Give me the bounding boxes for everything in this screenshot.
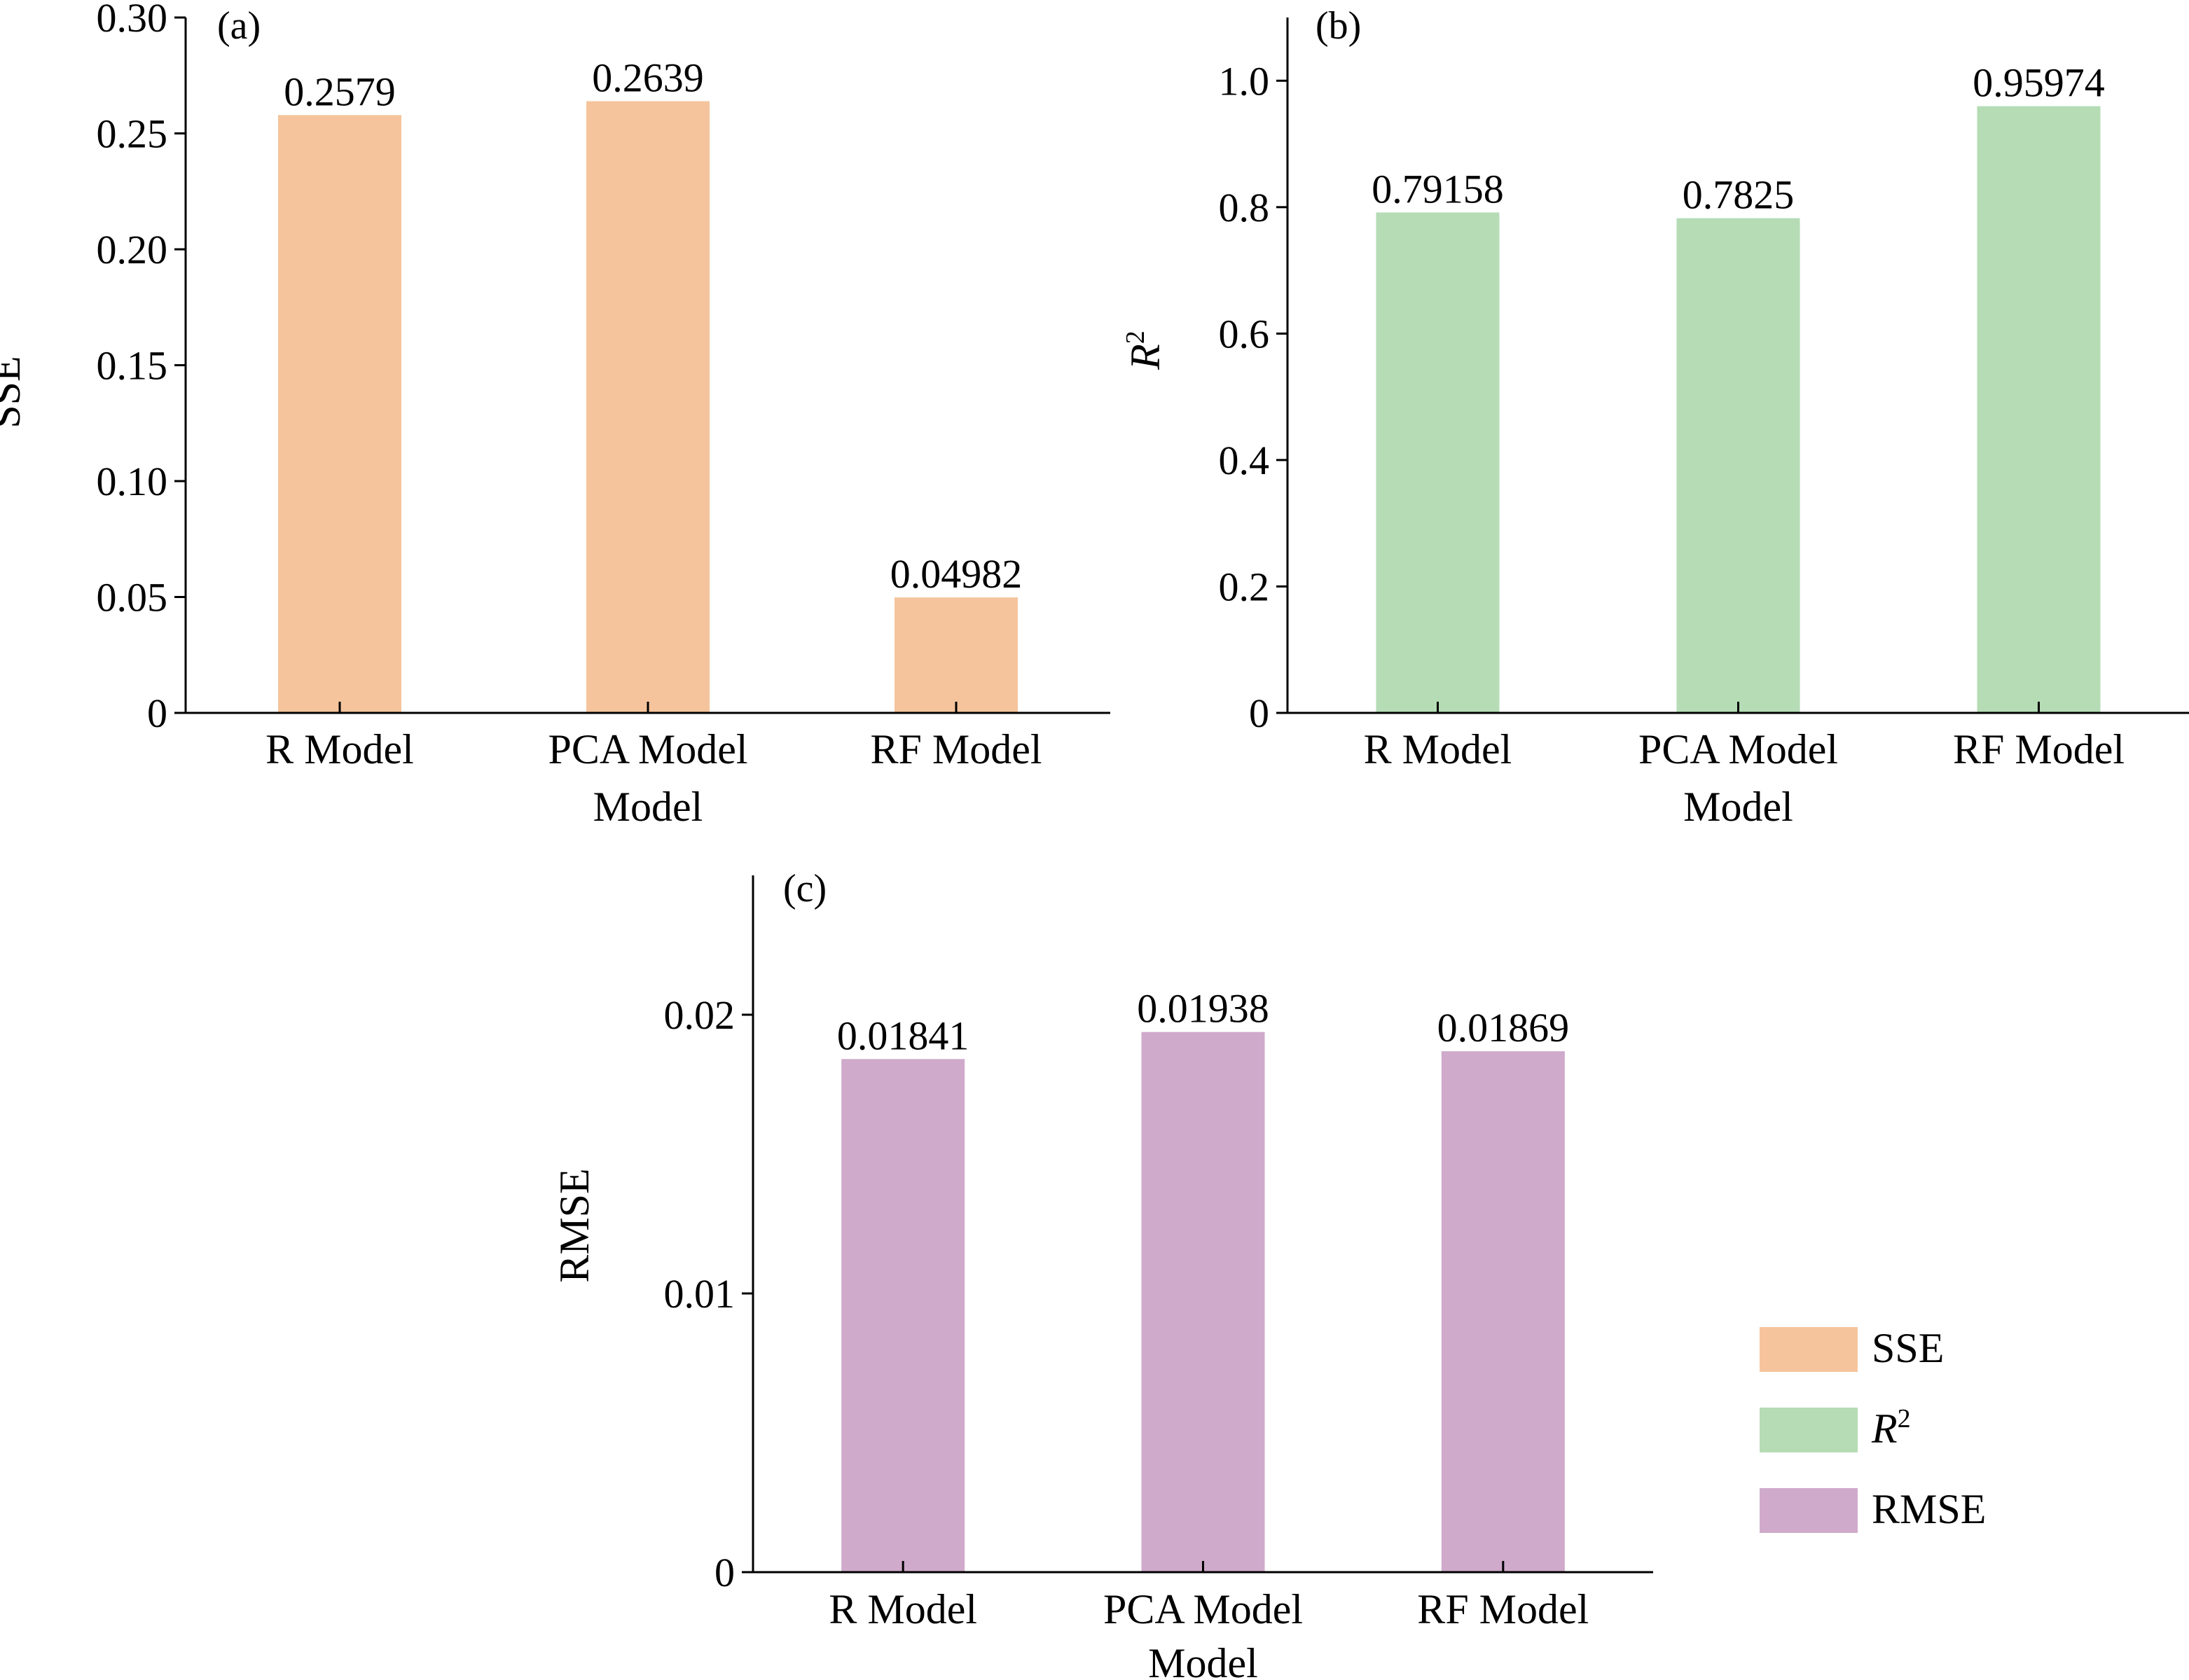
x-tick-label: PCA Model (548, 726, 747, 772)
data-label: 0.79158 (1372, 166, 1504, 211)
data-label: 0.01869 (1437, 1005, 1570, 1050)
y-tick-label: 0.25 (97, 111, 168, 157)
legend-swatch (1760, 1408, 1858, 1452)
data-label: 0.2579 (284, 69, 396, 114)
y-axis-title-sup: 2 (1121, 331, 1150, 344)
data-label: 0.7825 (1683, 172, 1795, 218)
y-axis-title: R2 (1121, 331, 1168, 370)
legend-label-sup: 2 (1898, 1404, 1911, 1433)
y-tick-label: 0 (147, 690, 167, 736)
legend-label: R2 (1871, 1404, 1911, 1452)
y-tick-label: 0.8 (1219, 185, 1270, 230)
bar-rf-model (1441, 1051, 1565, 1572)
y-tick-label: 0 (1249, 690, 1269, 736)
data-label: 0.01938 (1137, 986, 1269, 1032)
bar-r-model (278, 115, 401, 713)
x-tick-label: PCA Model (1638, 726, 1838, 772)
y-tick-label: 0.2 (1219, 564, 1270, 609)
data-label: 0.01841 (837, 1013, 969, 1058)
y-tick-label: 0.30 (97, 0, 168, 41)
panel-tag: (b) (1316, 4, 1361, 48)
x-tick-label: RF Model (1417, 1586, 1589, 1632)
bar-pca-model (586, 101, 710, 714)
y-tick-label: 0.05 (97, 575, 168, 620)
data-label: 0.2639 (592, 55, 704, 100)
panel-tag: (c) (783, 867, 827, 910)
x-tick-label: R Model (829, 1586, 977, 1632)
data-label: 0.95974 (1973, 60, 2105, 106)
legend-swatch (1760, 1327, 1858, 1372)
y-tick-label: 1.0 (1219, 58, 1270, 104)
bar-r-model (841, 1059, 965, 1572)
legend-label: SSE (1872, 1325, 1944, 1371)
panel-b: 0.79158 0.7825 0.95974 0 0.2 0.4 0.6 0.8 1.0 R Mo… (1121, 4, 2189, 830)
x-tick-label: R Model (265, 726, 414, 772)
x-tick-label: RF Model (1953, 726, 2125, 772)
y-tick-label: 0.6 (1219, 311, 1270, 356)
y-tick-label: 0.01 (664, 1271, 736, 1317)
legend-label-main: R (1871, 1405, 1898, 1452)
bar-pca-model (1676, 218, 1800, 713)
x-axis-title: Model (1683, 784, 1793, 830)
bar-r-model (1376, 212, 1500, 713)
x-tick-label: R Model (1364, 726, 1512, 772)
panel-c: 0.01841 0.01938 0.01869 0 0.01 0.02 R Model PCA… (551, 867, 1653, 1680)
panel-tag: (a) (217, 4, 261, 48)
panel-a: 0.2579 0.2639 0.04982 0 0.05 0.10 0.15 0.20 0.25… (0, 0, 1110, 830)
data-label: 0.04982 (890, 551, 1023, 597)
bar-rf-model (1977, 106, 2101, 714)
y-tick-label: 0.15 (97, 343, 168, 389)
y-tick-label: 0.02 (664, 992, 736, 1038)
x-axis-title: Model (1148, 1640, 1258, 1680)
y-tick-label: 0.4 (1219, 438, 1270, 483)
x-tick-label: PCA Model (1103, 1586, 1303, 1632)
legend-swatch (1760, 1488, 1858, 1533)
y-tick-label: 0 (714, 1550, 735, 1595)
bar-pca-model (1141, 1032, 1265, 1572)
bar-rf-model (895, 597, 1018, 713)
y-axis-title-main: R (1122, 344, 1168, 370)
legend: SSE R2 RMSE (1760, 1325, 1986, 1533)
x-tick-label: RF Model (870, 726, 1042, 772)
legend-label: RMSE (1872, 1486, 1986, 1532)
y-tick-label: 0.10 (97, 459, 168, 504)
y-axis-title: RMSE (551, 1168, 598, 1282)
y-axis-title: SSE (0, 356, 29, 428)
x-axis-title: Model (593, 784, 703, 830)
y-tick-label: 0.20 (97, 227, 168, 272)
